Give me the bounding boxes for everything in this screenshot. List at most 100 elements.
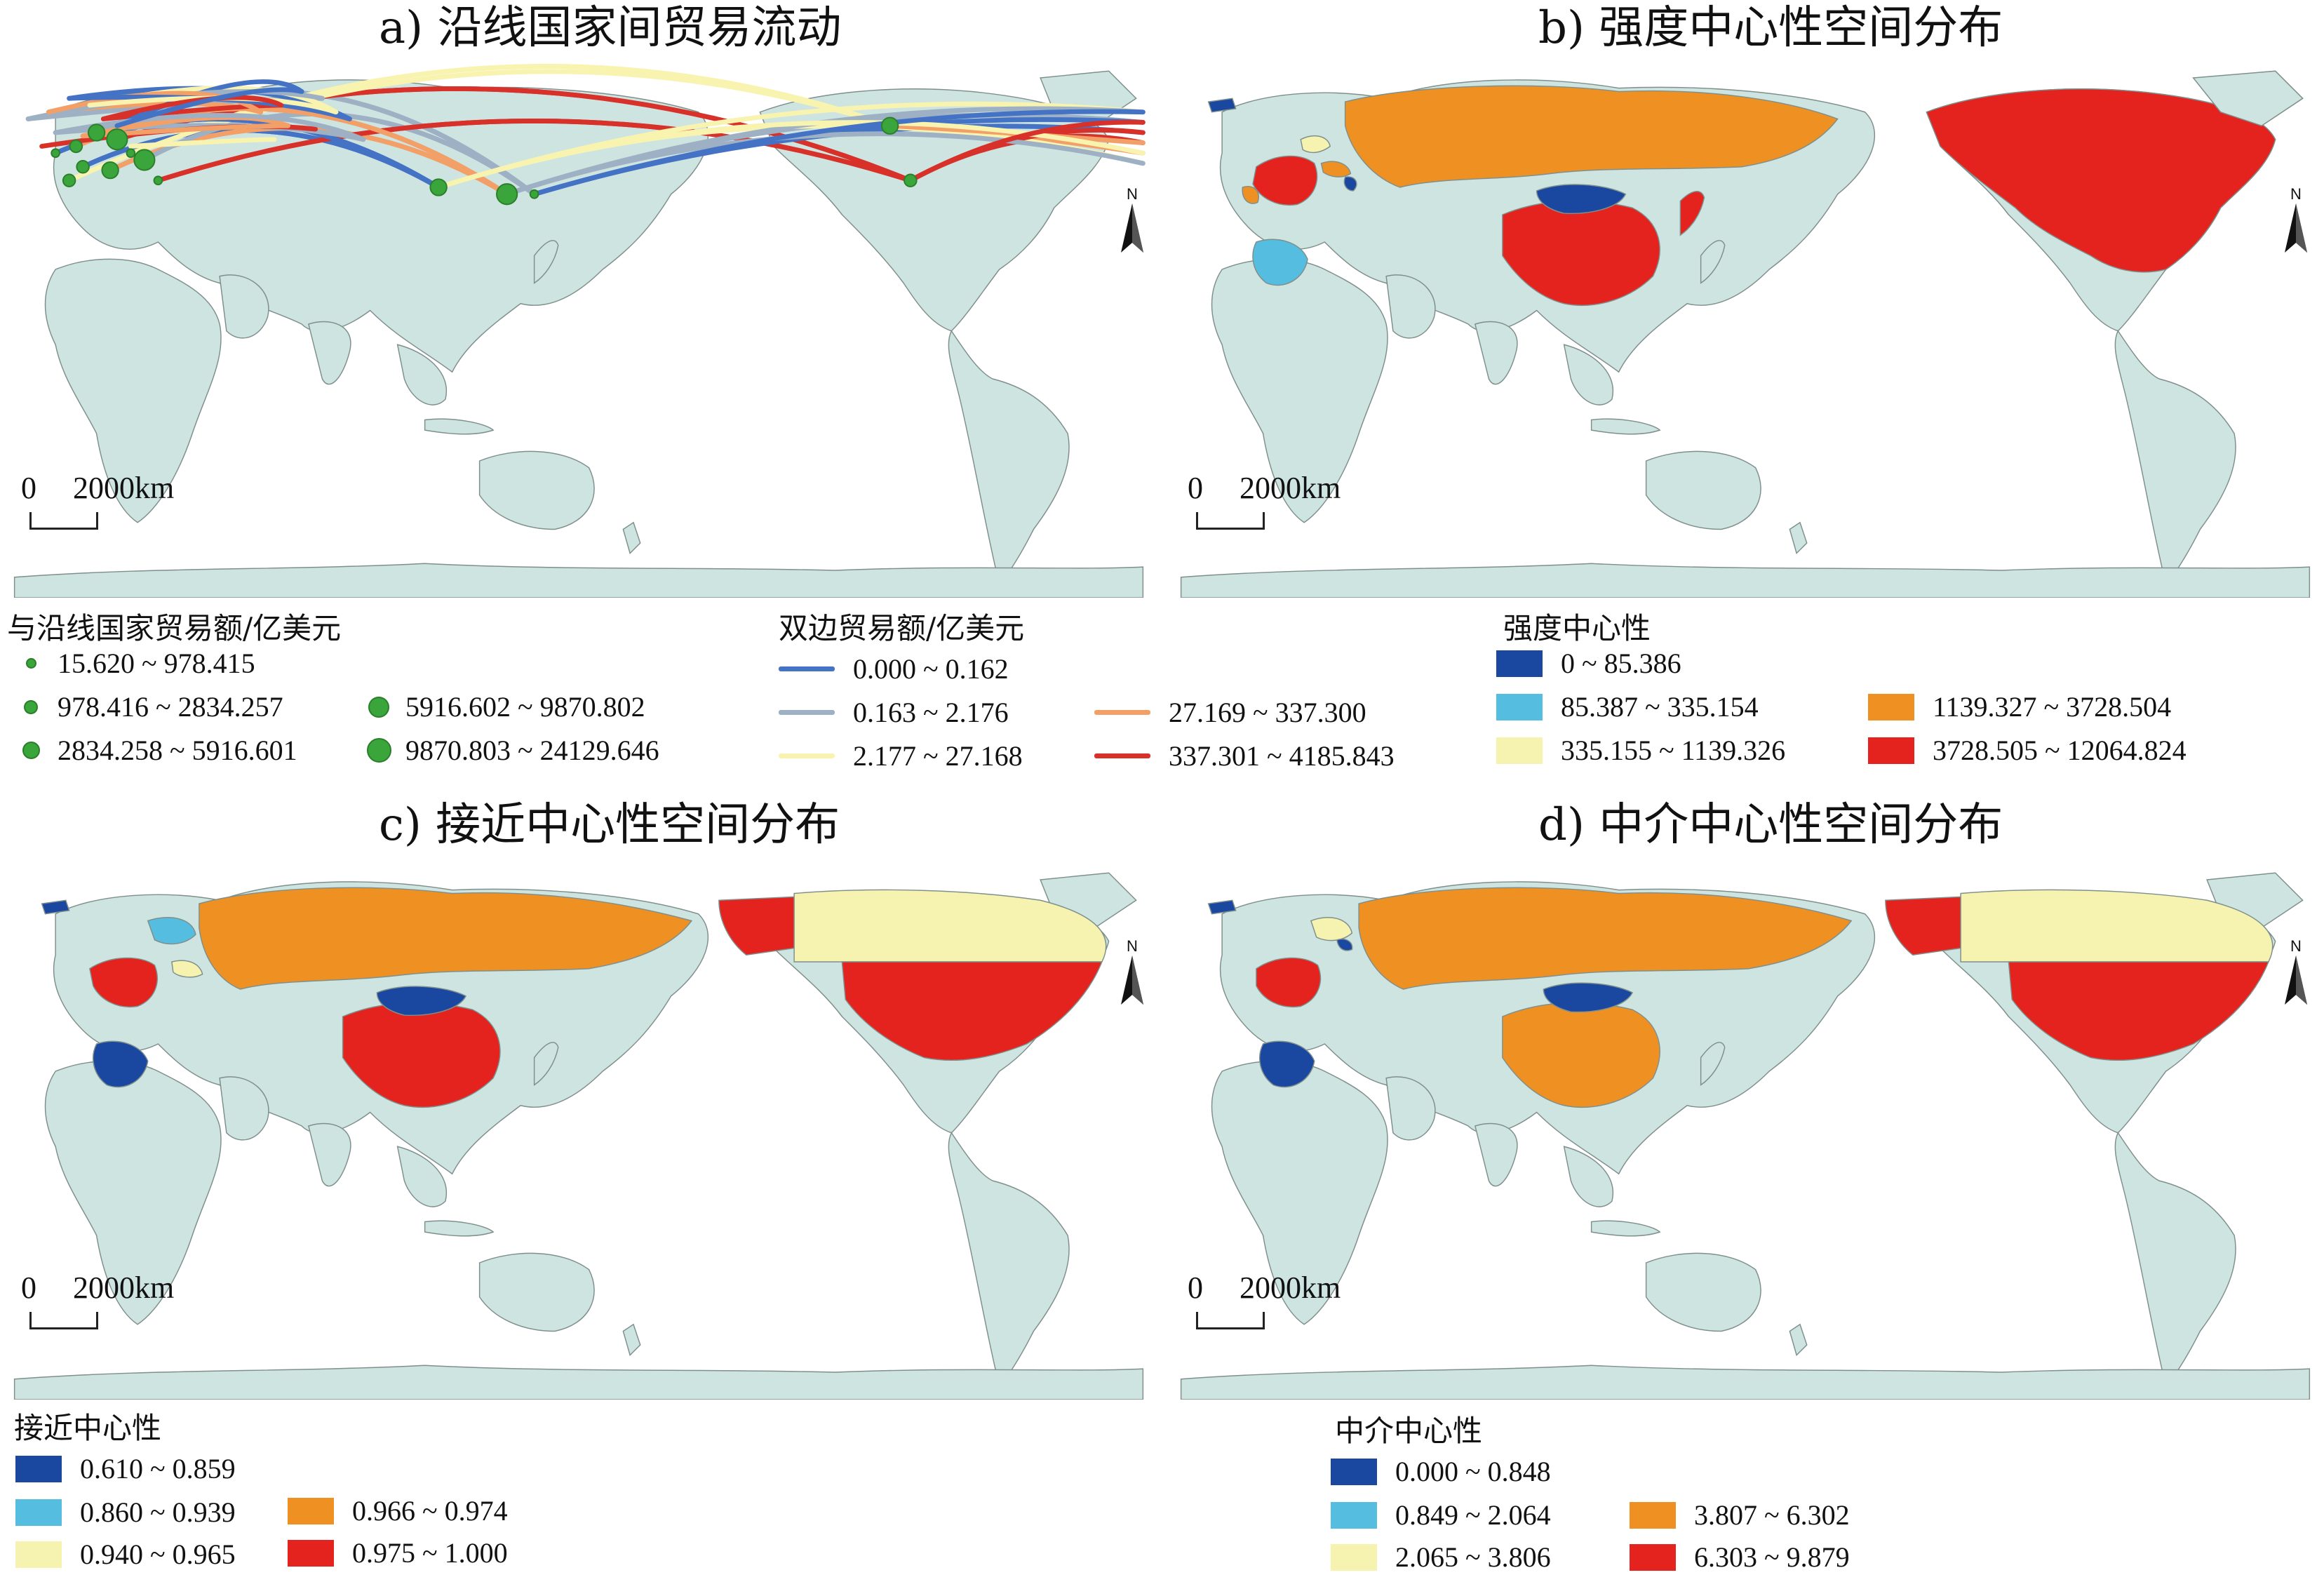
legend-label: 0.860 ~ 0.939 — [80, 1496, 236, 1528]
node-legend-title: 与沿线国家贸易额/亿美元 — [7, 611, 342, 645]
legend-d-title: 中介中心性 — [1335, 1414, 1483, 1448]
scale-zero-c: 0 — [21, 1271, 36, 1305]
legend-swatch — [288, 1497, 334, 1524]
panel-d-map[interactable] — [1167, 852, 2324, 1400]
legend-item: 0.849 ~ 2.064 — [1331, 1499, 1551, 1531]
scale-bar-a — [29, 512, 98, 530]
panel-c-map[interactable] — [0, 852, 1157, 1400]
trade-flow-arc — [504, 131, 1146, 197]
trade-node — [62, 173, 76, 187]
node-legend-item: 978.416 ~ 2834.257 — [17, 690, 283, 723]
panel-c-title: c) 接近中心性空间分布 — [379, 799, 840, 851]
legend-swatch — [1331, 1501, 1377, 1529]
legend-label: 3728.505 ~ 12064.824 — [1933, 735, 2187, 766]
trade-node — [69, 139, 83, 154]
trade-node — [496, 183, 518, 206]
north-arrow-a: N — [1118, 185, 1146, 269]
legend-b-title: 强度中心性 — [1503, 611, 1651, 645]
legend-swatch — [15, 1455, 62, 1482]
legend-item: 85.387 ~ 335.154 — [1496, 690, 1759, 723]
map-c-svg — [13, 852, 1144, 1400]
trade-node — [51, 148, 60, 159]
legend-swatch — [1496, 693, 1543, 720]
flow-legend-label: 337.301 ~ 4185.843 — [1169, 740, 1395, 772]
legend-label: 0.849 ~ 2.064 — [1395, 1499, 1551, 1531]
legend-item: 335.155 ~ 1139.326 — [1496, 734, 1785, 767]
region-mongolia — [1536, 184, 1627, 215]
node-legend-label: 15.620 ~ 978.415 — [58, 648, 255, 679]
trade-node — [106, 128, 128, 151]
legend-label: 0.975 ~ 1.000 — [352, 1537, 508, 1569]
legend-item: 3.807 ~ 6.302 — [1630, 1499, 1850, 1531]
legend-label: 0 ~ 85.386 — [1561, 648, 1681, 679]
node-legend-label: 2834.258 ~ 5916.601 — [58, 735, 297, 766]
legend-swatch — [288, 1539, 334, 1567]
legend-item: 1139.327 ~ 3728.504 — [1868, 690, 2171, 723]
region-algeria — [1252, 239, 1308, 286]
trade-node — [429, 178, 448, 196]
legend-swatch — [15, 1541, 62, 1568]
legend-swatch — [1868, 737, 1914, 764]
legend-swatch — [1630, 1543, 1676, 1571]
legend-item: 0 ~ 85.386 — [1496, 647, 1681, 680]
trade-node — [153, 175, 163, 186]
map-d-svg — [1180, 852, 2311, 1400]
trade-flow-arc — [128, 64, 893, 156]
trade-flow-arc — [436, 120, 1146, 190]
trade-node — [76, 160, 90, 174]
legend-label: 0.610 ~ 0.859 — [80, 1453, 236, 1484]
trade-flow-arc — [53, 113, 366, 142]
trade-flow-arc — [114, 87, 304, 128]
flow-line-swatch — [779, 710, 835, 715]
flow-legend-item: 27.169 ~ 337.300 — [1094, 696, 1366, 729]
legend-item: 0.966 ~ 0.974 — [288, 1494, 508, 1527]
scale-bar-b — [1196, 512, 1265, 530]
map-b-svg — [1180, 51, 2311, 598]
scale-distance-d: 2000km — [1240, 1271, 1341, 1305]
flow-legend-label: 0.163 ~ 2.176 — [853, 697, 1009, 728]
trade-flow-arc — [908, 119, 1146, 183]
node-size-icon — [24, 699, 38, 714]
node-legend-item: 9870.803 ~ 24129.646 — [365, 734, 659, 767]
legend-swatch — [1331, 1458, 1377, 1485]
legend-label: 0.000 ~ 0.848 — [1395, 1456, 1551, 1487]
legend-label: 0.966 ~ 0.974 — [352, 1495, 508, 1527]
node-legend-label: 5916.602 ~ 9870.802 — [405, 691, 645, 723]
trade-node — [126, 148, 136, 159]
trade-node — [904, 173, 918, 187]
legend-item: 0.610 ~ 0.859 — [15, 1452, 236, 1485]
panel-b-title: b) 强度中心性空间分布 — [1538, 2, 2003, 54]
trade-node — [87, 123, 106, 142]
panel-c-closeness: c) 接近中心性空间分布 0 2000km N 接近中心性 0.610 ~ 0.… — [0, 800, 1157, 1582]
node-legend-item: 15.620 ~ 978.415 — [17, 647, 255, 680]
trade-flow-lines — [25, 64, 1146, 197]
node-legend-label: 9870.803 ~ 24129.646 — [405, 735, 659, 766]
trade-flow-arc — [532, 109, 1146, 197]
trade-flow-arc — [80, 115, 291, 139]
legend-item: 2.065 ~ 3.806 — [1331, 1541, 1551, 1574]
legend-swatch — [1496, 737, 1543, 764]
flow-line-swatch — [779, 666, 835, 671]
node-size-icon — [366, 738, 391, 763]
trade-nodes — [51, 116, 918, 206]
region-russia — [1344, 85, 1839, 188]
flow-line-swatch — [1094, 710, 1150, 715]
scale-bar-d — [1196, 1312, 1265, 1329]
legend-swatch — [15, 1499, 62, 1526]
trade-flow-arc — [155, 119, 913, 183]
region-japan — [1679, 191, 1705, 236]
legend-label: 1139.327 ~ 3728.504 — [1933, 691, 2172, 723]
trade-node — [529, 189, 539, 199]
panel-b-strength: b) 强度中心性空间分布 0 2000 — [1167, 0, 2324, 786]
legend-item: 0.860 ~ 0.939 — [15, 1496, 236, 1529]
trade-flow-arc — [128, 137, 277, 149]
panel-a-map[interactable] — [0, 51, 1157, 598]
trade-flow-arc — [46, 91, 264, 115]
legend-label: 0.940 ~ 0.965 — [80, 1539, 236, 1570]
panel-b-map[interactable] — [1167, 51, 2324, 598]
legend-c-title: 接近中心性 — [14, 1411, 162, 1445]
trade-node — [133, 149, 156, 171]
legend-label: 6.303 ~ 9.879 — [1694, 1541, 1850, 1573]
node-legend-item: 5916.602 ~ 9870.802 — [365, 690, 645, 723]
panel-d-betweenness: d) 中介中心性空间分布 0 2000km N 中介中心性 0.000 ~ 0.… — [1167, 800, 2324, 1582]
